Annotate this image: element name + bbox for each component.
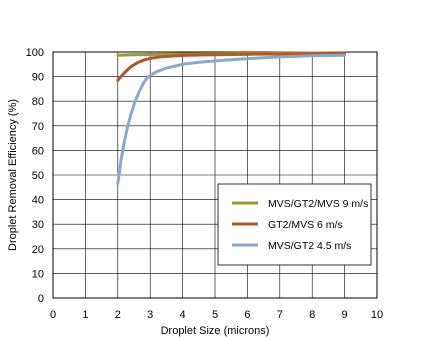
series-line: [116, 52, 347, 82]
x-tick-label: 10: [371, 309, 383, 321]
y-tick-label: 100: [26, 47, 44, 59]
x-tick-label: 4: [180, 309, 186, 321]
x-tick-label: 6: [244, 309, 250, 321]
x-tick-label: 9: [342, 309, 348, 321]
y-tick-label: 30: [32, 219, 44, 231]
x-tick-label: 7: [277, 309, 283, 321]
x-tick-label: 3: [147, 309, 153, 321]
legend: MVS/GT2/MVS 9 m/s GT2/MVS 6 m/s MVS/GT2 4.…: [217, 183, 372, 266]
legend-label: MVS/GT2 4.5 m/s: [268, 240, 351, 252]
x-tick-label: 5: [212, 309, 218, 321]
y-tick-label: 0: [38, 293, 44, 305]
x-tick-label: 0: [50, 309, 56, 321]
y-tick-label: 90: [32, 72, 44, 84]
y-tick-label: 50: [32, 170, 44, 182]
series-lines: [116, 51, 347, 186]
x-axis-title: Droplet Size (microns): [161, 325, 270, 337]
legend-label: MVS/GT2/MVS 9 m/s: [268, 198, 368, 210]
y-axis-title: Droplet Removal Efficiency (%): [7, 99, 19, 251]
axis-ticks: 0 10 20 30 40 50 60 70 80 90 100 0 1 2 3 4 5 6 7 8 9 10: [26, 47, 383, 321]
y-tick-label: 20: [32, 244, 44, 256]
y-tick-label: 10: [32, 268, 44, 280]
y-tick-label: 70: [32, 121, 44, 133]
plot-area: [52, 51, 378, 299]
y-tick-label: 60: [32, 145, 44, 157]
x-tick-label: 2: [115, 309, 121, 321]
series-line: [116, 53, 347, 186]
x-tick-label: 8: [309, 309, 315, 321]
legend-label: GT2/MVS 6 m/s: [268, 219, 343, 231]
y-tick-label: 40: [32, 195, 44, 207]
x-tick-label: 1: [82, 309, 88, 321]
y-tick-label: 80: [32, 96, 44, 108]
